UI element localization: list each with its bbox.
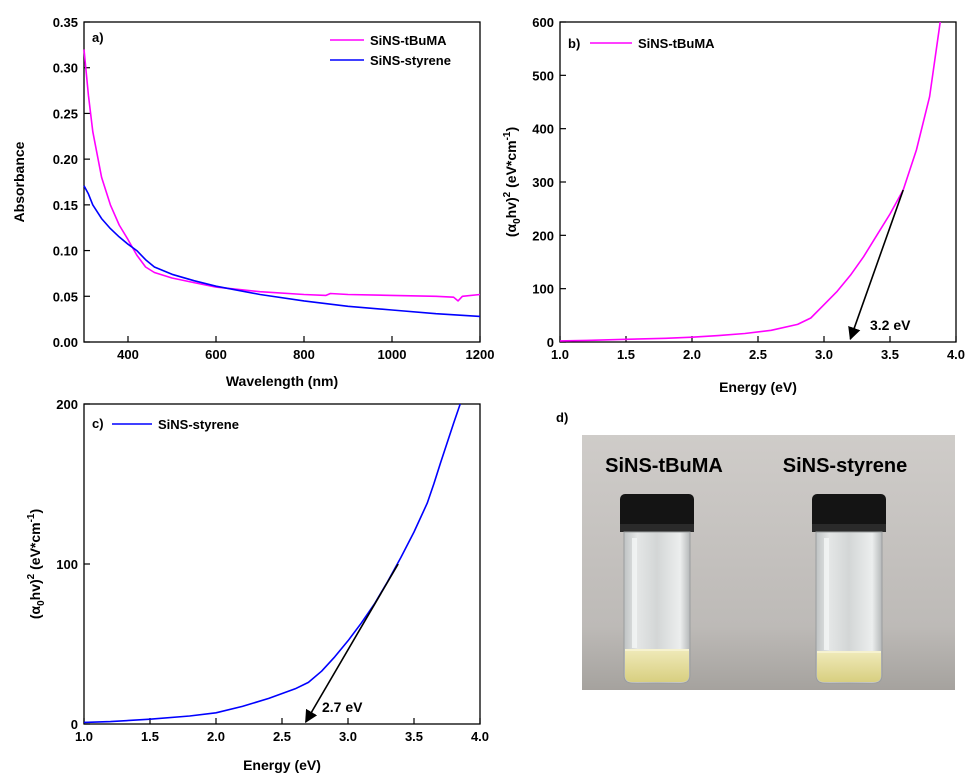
panel-a-y-tick-label: 0.35 — [53, 15, 78, 30]
panel-b-annotation: 3.2 eV — [870, 317, 911, 333]
panel-c-ticks: 1.0 1.5 2.0 2.5 3.0 3.5 4.0 0 100 200 — [56, 397, 489, 744]
panel-b-x-tick-label: 2.5 — [749, 347, 767, 362]
panel-a-ticks: 400 600 800 1000 1200 0.00 0.05 0.10 0.15 0.20 0.2… — [53, 15, 495, 362]
series-line-sins-styrene — [83, 403, 461, 724]
vial-left-cap-ring — [620, 524, 694, 532]
panel-a-y-tick-label: 0.00 — [53, 335, 78, 350]
panel-c-legend: SiNS-styrene — [112, 417, 239, 432]
vial-right-cap — [812, 494, 886, 532]
panel-c-x-tick-label: 1.0 — [75, 729, 93, 744]
photo-label-sins-tbuma: SiNS-tBuMA — [605, 455, 723, 477]
panel-a-series — [83, 49, 481, 318]
panel-d-label: d) — [556, 410, 568, 425]
panel-a-x-tick-label: 600 — [205, 347, 227, 362]
photo-label-sins-styrene: SiNS-styrene — [783, 455, 908, 477]
panel-b-x-tick-label: 2.0 — [683, 347, 701, 362]
panel-a-y-tick-label: 0.15 — [53, 198, 78, 213]
legend-label-sins-tbuma: SiNS-tBuMA — [370, 33, 447, 48]
panel-a-y-tick-label: 0.05 — [53, 289, 78, 304]
panel-c-y-tick-label: 0 — [71, 717, 78, 732]
panel-b-x-axis-label: Energy (eV) — [719, 379, 797, 395]
panel-b-ticks: 1.0 1.5 2.0 2.5 3.0 3.5 4.0 0 100 200 300 400 500 600 — [532, 15, 965, 362]
vial-left — [620, 494, 694, 684]
panel-c-label: c) — [92, 416, 104, 431]
series-line-sins-styrene — [83, 185, 481, 318]
vial-right-body — [815, 531, 883, 684]
vial-right — [812, 494, 886, 684]
legend-label-sins-styrene: SiNS-styrene — [370, 53, 451, 68]
panel-b-y-tick-label: 500 — [532, 68, 554, 83]
panel-c-plot-frame — [83, 403, 481, 725]
panel-a-x-tick-label: 800 — [293, 347, 315, 362]
panel-b-x-tick-label: 3.5 — [881, 347, 899, 362]
panel-a-y-tick-label: 0.25 — [53, 106, 78, 121]
panel-c-annotation: 2.7 eV — [322, 699, 363, 715]
panel-d: d) SiNS-tBuMA SiNS-styrene — [556, 410, 955, 690]
panel-c-x-tick-label: 4.0 — [471, 729, 489, 744]
panel-a-plot-frame — [83, 21, 481, 343]
panel-b-x-tick-label: 3.0 — [815, 347, 833, 362]
panel-c-x-tick-label: 2.5 — [273, 729, 291, 744]
panel-c-x-tick-label: 3.5 — [405, 729, 423, 744]
vial-left-highlight — [632, 538, 637, 648]
panel-b-legend: SiNS-tBuMA — [590, 36, 715, 51]
legend-label-sins-styrene: SiNS-styrene — [158, 417, 239, 432]
panel-b-y-tick-label: 400 — [532, 122, 554, 137]
panel-b-y-tick-label: 0 — [547, 335, 554, 350]
vial-left-body — [623, 531, 691, 684]
panel-c-y-axis-label: (α0hv)2 (eV*cm-1) — [26, 509, 47, 619]
panel-b-label: b) — [568, 36, 580, 51]
panel-c-x-tick-label: 1.5 — [141, 729, 159, 744]
panel-c-series — [83, 403, 461, 724]
panel-b: 1.0 1.5 2.0 2.5 3.0 3.5 4.0 0 100 200 300 400 500 600… — [502, 15, 965, 395]
panel-a-y-tick-label: 0.10 — [53, 244, 78, 259]
panel-b-x-tick-label: 1.5 — [617, 347, 635, 362]
panel-a: 400 600 800 1000 1200 0.00 0.05 0.10 0.15 0.20 0.2… — [11, 15, 494, 389]
vial-right-highlight — [824, 538, 829, 650]
panel-b-y-tick-label: 300 — [532, 175, 554, 190]
panel-c-x-axis-label: Energy (eV) — [243, 757, 321, 773]
panel-a-label: a) — [92, 30, 104, 45]
panel-a-y-tick-label: 0.30 — [53, 61, 78, 76]
vial-left-liquid — [625, 650, 689, 682]
panel-a-x-axis-label: Wavelength (nm) — [226, 373, 338, 389]
panel-b-y-axis-label: (α0hv)2 (eV*cm-1) — [502, 127, 523, 237]
panel-a-x-tick-label: 1200 — [466, 347, 495, 362]
panel-b-y-tick-label: 100 — [532, 282, 554, 297]
panel-c-y-tick-label: 100 — [56, 557, 78, 572]
panel-b-x-tick-label: 4.0 — [947, 347, 965, 362]
panel-c-tangent-arrow — [305, 563, 399, 724]
panel-b-y-tick-label: 600 — [532, 15, 554, 30]
panel-a-y-axis-label: Absorbance — [11, 141, 27, 222]
panel-b-x-tick-label: 1.0 — [551, 347, 569, 362]
vial-right-liquid — [817, 652, 881, 682]
series-line-sins-tbuma — [559, 21, 941, 342]
panel-c: 1.0 1.5 2.0 2.5 3.0 3.5 4.0 0 100 200 c) SiNS-sty… — [26, 397, 489, 773]
panel-c-x-tick-label: 3.0 — [339, 729, 357, 744]
panel-b-plot-frame — [559, 21, 957, 343]
vial-left-cap — [620, 494, 694, 532]
series-line-sins-tbuma — [83, 49, 481, 302]
panel-c-y-tick-label: 200 — [56, 397, 78, 412]
panel-b-series — [559, 21, 941, 342]
panel-b-y-tick-label: 200 — [532, 228, 554, 243]
panel-a-x-tick-label: 400 — [117, 347, 139, 362]
panel-b-tangent-arrow — [848, 189, 904, 341]
panel-a-legend: SiNS-tBuMA SiNS-styrene — [330, 33, 451, 68]
panel-c-x-tick-label: 2.0 — [207, 729, 225, 744]
vial-right-cap-ring — [812, 524, 886, 532]
legend-label-sins-tbuma: SiNS-tBuMA — [638, 36, 715, 51]
panel-a-x-tick-label: 1000 — [378, 347, 407, 362]
panel-a-y-tick-label: 0.20 — [53, 152, 78, 167]
